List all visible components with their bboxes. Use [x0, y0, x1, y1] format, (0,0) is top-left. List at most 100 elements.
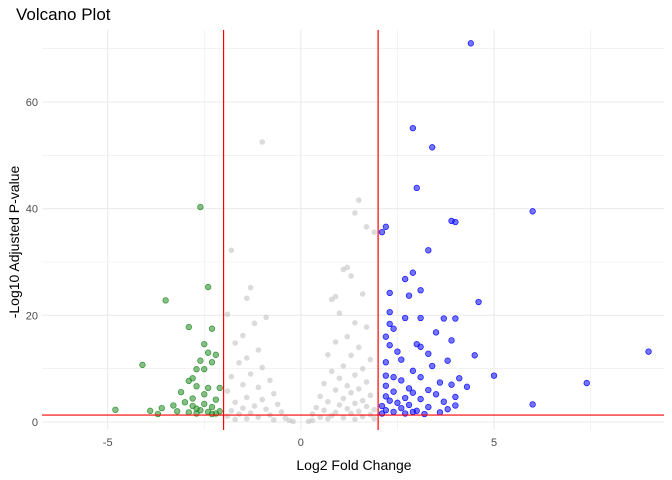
data-point-ns [259, 396, 266, 403]
data-point-ns [344, 382, 351, 389]
data-point-up [417, 374, 424, 381]
data-point-up [475, 298, 482, 306]
data-point-ns [228, 247, 235, 254]
data-point-ns [355, 408, 362, 415]
data-point-up [425, 403, 432, 411]
data-point-down [201, 366, 208, 373]
y-tick-label: 40 [26, 204, 38, 216]
data-point-down [212, 396, 220, 403]
data-point-down [208, 403, 216, 411]
data-point-up [378, 228, 386, 236]
data-point-ns [352, 400, 358, 407]
data-point-up [456, 375, 463, 382]
data-point-ns [240, 332, 246, 339]
data-point-up [409, 124, 417, 132]
data-point-ns [371, 406, 378, 413]
data-point-ns [348, 352, 354, 359]
data-point-down [208, 359, 216, 366]
data-point-down [208, 325, 216, 332]
data-point-ns [228, 373, 235, 380]
data-point-up [425, 386, 432, 394]
data-point-ns [340, 363, 347, 369]
data-point-up [467, 40, 474, 47]
data-point-up [394, 348, 401, 355]
data-point-ns [309, 411, 316, 417]
points-not-significant [224, 139, 378, 425]
data-point-ns [240, 381, 246, 388]
data-point-ns [363, 224, 370, 230]
data-point-ns [328, 368, 335, 375]
data-point-ns [340, 395, 347, 402]
data-point-up [382, 393, 389, 400]
data-point-ns [224, 388, 231, 394]
data-point-up [402, 394, 409, 402]
data-point-down [147, 407, 154, 414]
data-point-up [529, 208, 536, 215]
major-gridlines [42, 30, 664, 430]
data-point-ns [224, 413, 231, 419]
data-point-ns [355, 344, 362, 351]
data-point-down [185, 377, 192, 385]
data-point-ns [321, 407, 327, 414]
data-point-ns [259, 139, 266, 145]
data-point-up [429, 144, 436, 151]
data-point-up [378, 402, 386, 410]
data-point-up [440, 398, 447, 405]
data-point-up [382, 359, 389, 366]
data-point-ns [367, 392, 374, 399]
data-point-up [390, 374, 397, 381]
data-point-ns [313, 404, 320, 411]
data-point-up [429, 362, 436, 370]
data-point-ns [240, 405, 246, 411]
data-point-up [583, 379, 590, 387]
data-point-up [386, 397, 393, 404]
data-point-ns [247, 371, 254, 377]
y-tick-label: 0 [32, 417, 38, 429]
data-point-up [413, 184, 420, 192]
data-point-down [208, 410, 216, 418]
data-point-ns [243, 295, 250, 302]
data-point-ns [336, 402, 343, 408]
data-point-down [204, 283, 212, 291]
data-point-up [398, 377, 405, 384]
data-point-down [112, 406, 119, 413]
data-point-ns [328, 296, 335, 303]
data-point-up [398, 404, 405, 412]
data-point-up [394, 399, 401, 406]
data-point-down [193, 383, 200, 390]
data-point-down [204, 384, 212, 392]
data-point-up [452, 218, 459, 226]
data-point-down [216, 384, 223, 392]
x-tick-labels: -5 0 5 [103, 437, 497, 449]
data-point-ns [348, 273, 354, 279]
data-point-ns [363, 324, 370, 330]
data-point-ns [251, 320, 258, 327]
data-point-ns [255, 384, 262, 391]
data-point-ns [290, 418, 296, 425]
data-point-up [529, 401, 536, 408]
data-point-up [452, 393, 459, 401]
data-point-down [139, 361, 146, 369]
points-downregulated [112, 203, 223, 418]
data-point-ns [305, 418, 312, 425]
data-point-up [382, 372, 389, 379]
data-point-ns [348, 389, 354, 396]
data-point-up [409, 408, 417, 416]
data-point-down [197, 357, 204, 364]
data-point-ns [243, 416, 250, 422]
data-point-ns [259, 364, 266, 371]
data-point-ns [255, 414, 262, 421]
threshold-lines [42, 30, 664, 430]
data-point-ns [255, 347, 262, 353]
data-point-up [425, 247, 432, 254]
data-point-ns [359, 291, 366, 297]
data-point-ns [274, 401, 281, 408]
data-point-up [386, 289, 393, 297]
data-point-ns [332, 339, 339, 345]
data-point-up [645, 348, 652, 355]
data-point-ns [232, 340, 238, 346]
data-point-ns [243, 394, 250, 401]
data-point-up [382, 382, 389, 389]
data-point-ns [228, 408, 235, 414]
data-point-up [421, 410, 428, 418]
